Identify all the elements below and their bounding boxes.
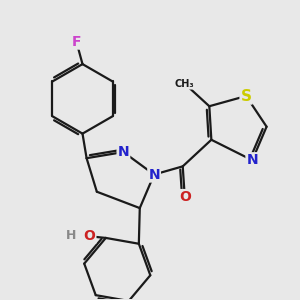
Text: N: N — [148, 167, 160, 182]
Text: O: O — [83, 229, 95, 243]
Text: N: N — [118, 145, 129, 159]
Text: S: S — [241, 88, 252, 104]
Text: O: O — [179, 190, 191, 204]
Text: H: H — [66, 230, 76, 242]
Text: F: F — [72, 34, 81, 49]
Text: CH₃: CH₃ — [175, 79, 195, 89]
Text: N: N — [247, 153, 258, 167]
